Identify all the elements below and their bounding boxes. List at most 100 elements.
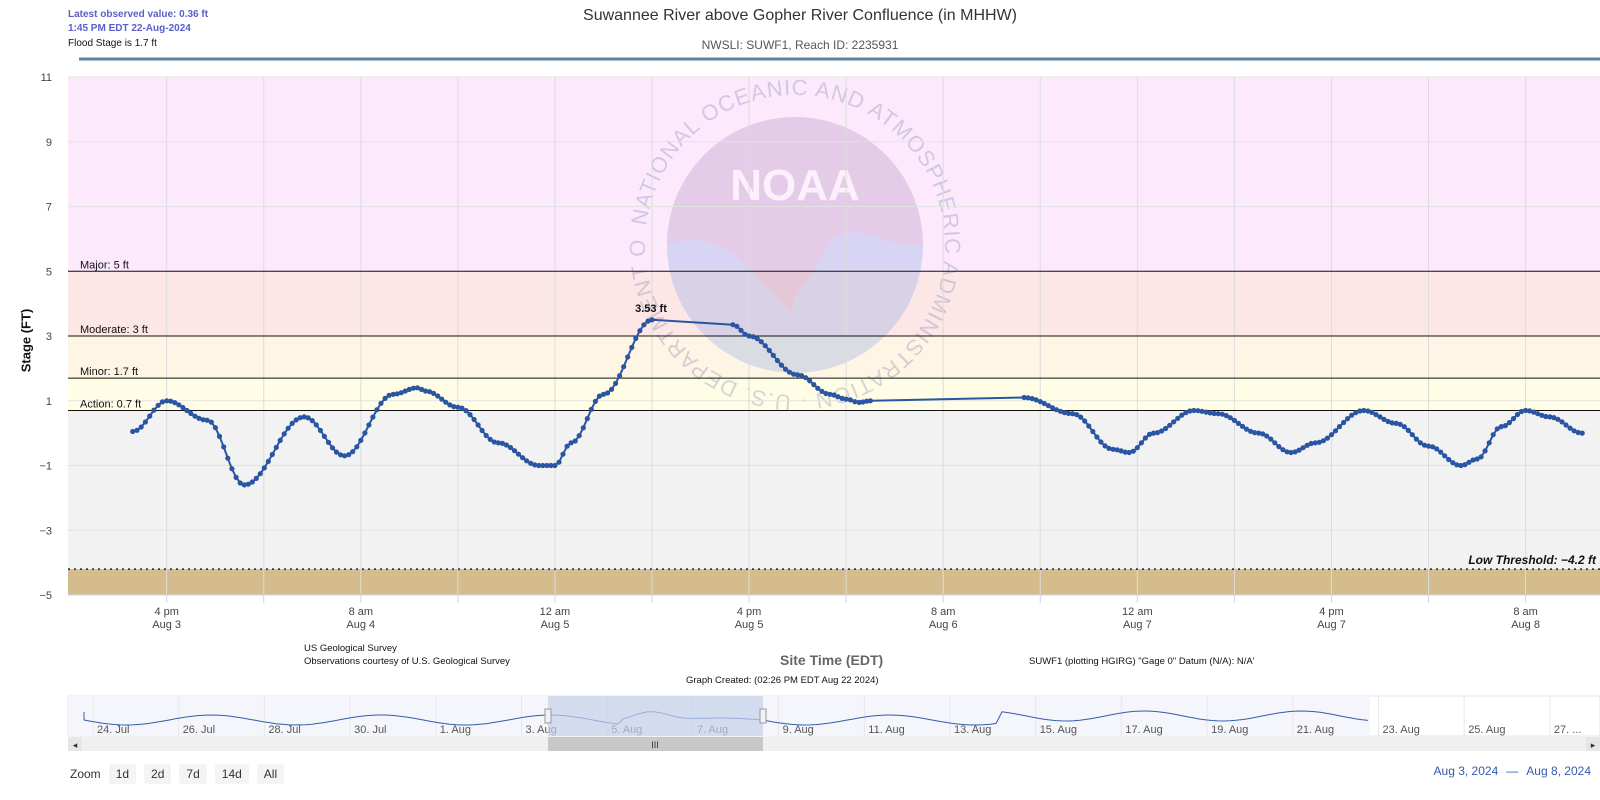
data-point[interactable] [159, 399, 165, 405]
data-point[interactable] [301, 414, 307, 420]
data-point[interactable] [176, 402, 182, 408]
data-point[interactable] [1345, 416, 1351, 422]
data-point[interactable] [1239, 423, 1246, 429]
data-point[interactable] [1316, 439, 1322, 445]
data-point[interactable] [394, 391, 400, 397]
data-point[interactable] [507, 444, 514, 451]
data-point[interactable] [1551, 415, 1557, 421]
data-point[interactable] [1518, 408, 1525, 415]
data-point[interactable] [151, 407, 157, 413]
data-point[interactable] [422, 388, 429, 394]
data-point[interactable] [1563, 422, 1569, 428]
data-point[interactable] [641, 322, 647, 328]
data-point[interactable] [524, 458, 530, 464]
data-point[interactable] [273, 444, 279, 450]
data-point[interactable] [503, 442, 509, 448]
data-point[interactable] [1029, 396, 1035, 402]
data-point[interactable] [225, 455, 231, 461]
data-point[interactable] [596, 393, 603, 399]
data-point[interactable] [576, 433, 582, 439]
data-point[interactable] [807, 378, 813, 384]
data-point[interactable] [435, 393, 441, 399]
data-point[interactable] [1227, 415, 1233, 421]
data-point[interactable] [730, 322, 736, 328]
data-point[interactable] [479, 427, 485, 434]
data-point[interactable] [499, 440, 505, 446]
data-point[interactable] [815, 385, 821, 391]
data-point[interactable] [277, 437, 283, 443]
scrollbar-left-button[interactable] [68, 737, 82, 751]
data-point[interactable] [1361, 407, 1367, 414]
data-point[interactable] [1272, 440, 1278, 446]
data-point[interactable] [414, 385, 420, 391]
data-point[interactable] [536, 462, 542, 469]
data-point[interactable] [221, 444, 227, 450]
data-point[interactable] [839, 395, 845, 401]
data-point[interactable] [584, 416, 590, 422]
data-point[interactable] [1066, 410, 1072, 416]
data-point[interactable] [1098, 439, 1104, 445]
data-point[interactable] [1122, 449, 1128, 455]
data-point[interactable] [289, 420, 295, 426]
data-point[interactable] [1527, 408, 1533, 414]
data-point[interactable] [305, 415, 311, 421]
data-point[interactable] [147, 413, 153, 419]
data-point[interactable] [782, 366, 789, 372]
data-point[interactable] [1159, 428, 1165, 434]
data-point[interactable] [843, 396, 849, 402]
data-point[interactable] [257, 471, 263, 477]
data-point[interactable] [1575, 429, 1581, 436]
data-point[interactable] [1102, 443, 1108, 449]
data-point[interactable] [1203, 409, 1209, 415]
data-point[interactable] [342, 453, 348, 459]
data-point[interactable] [1187, 408, 1193, 414]
data-point[interactable] [188, 410, 194, 417]
data-point[interactable] [613, 380, 619, 386]
data-point[interactable] [1033, 397, 1039, 403]
data-point[interactable] [495, 440, 501, 446]
data-point[interactable] [1078, 414, 1084, 420]
data-point[interactable] [1288, 449, 1294, 456]
data-point[interactable] [1393, 420, 1399, 426]
data-point[interactable] [1223, 413, 1229, 419]
data-point[interactable] [1579, 430, 1585, 436]
data-point[interactable] [1494, 426, 1500, 432]
data-point[interactable] [560, 451, 566, 457]
data-point[interactable] [329, 445, 336, 451]
data-point[interactable] [852, 399, 858, 405]
data-point[interactable] [406, 386, 412, 392]
data-point[interactable] [134, 427, 140, 433]
data-point[interactable] [1401, 424, 1407, 430]
data-point[interactable] [1256, 430, 1262, 436]
data-point[interactable] [1328, 432, 1335, 438]
data-point[interactable] [313, 422, 319, 428]
data-point[interactable] [1041, 400, 1047, 407]
data-point[interactable] [540, 462, 546, 469]
data-point[interactable] [1231, 417, 1237, 423]
data-point[interactable] [1417, 440, 1423, 446]
data-point[interactable] [592, 398, 599, 404]
data-point[interactable] [811, 382, 817, 388]
data-point[interactable] [742, 331, 748, 337]
data-point[interactable] [1490, 432, 1496, 438]
data-point[interactable] [138, 424, 144, 430]
data-point[interactable] [1252, 430, 1258, 436]
data-point[interactable] [532, 462, 538, 468]
data-point[interactable] [1053, 407, 1059, 413]
data-point[interactable] [1349, 412, 1355, 418]
data-point[interactable] [1308, 440, 1314, 447]
data-point[interactable] [625, 354, 631, 360]
data-point[interactable] [864, 398, 870, 404]
data-point[interactable] [1207, 410, 1213, 416]
data-point[interactable] [1462, 462, 1468, 468]
data-point[interactable] [1150, 430, 1157, 436]
data-point[interactable] [1300, 445, 1306, 451]
data-point[interactable] [1118, 448, 1124, 454]
data-point[interactable] [1543, 413, 1549, 420]
scrollbar-thumb[interactable] [548, 737, 763, 751]
data-point[interactable] [1377, 414, 1383, 420]
data-point[interactable] [1199, 408, 1205, 414]
data-point[interactable] [1438, 449, 1444, 455]
data-point[interactable] [1474, 456, 1480, 462]
data-point[interactable] [791, 371, 797, 377]
